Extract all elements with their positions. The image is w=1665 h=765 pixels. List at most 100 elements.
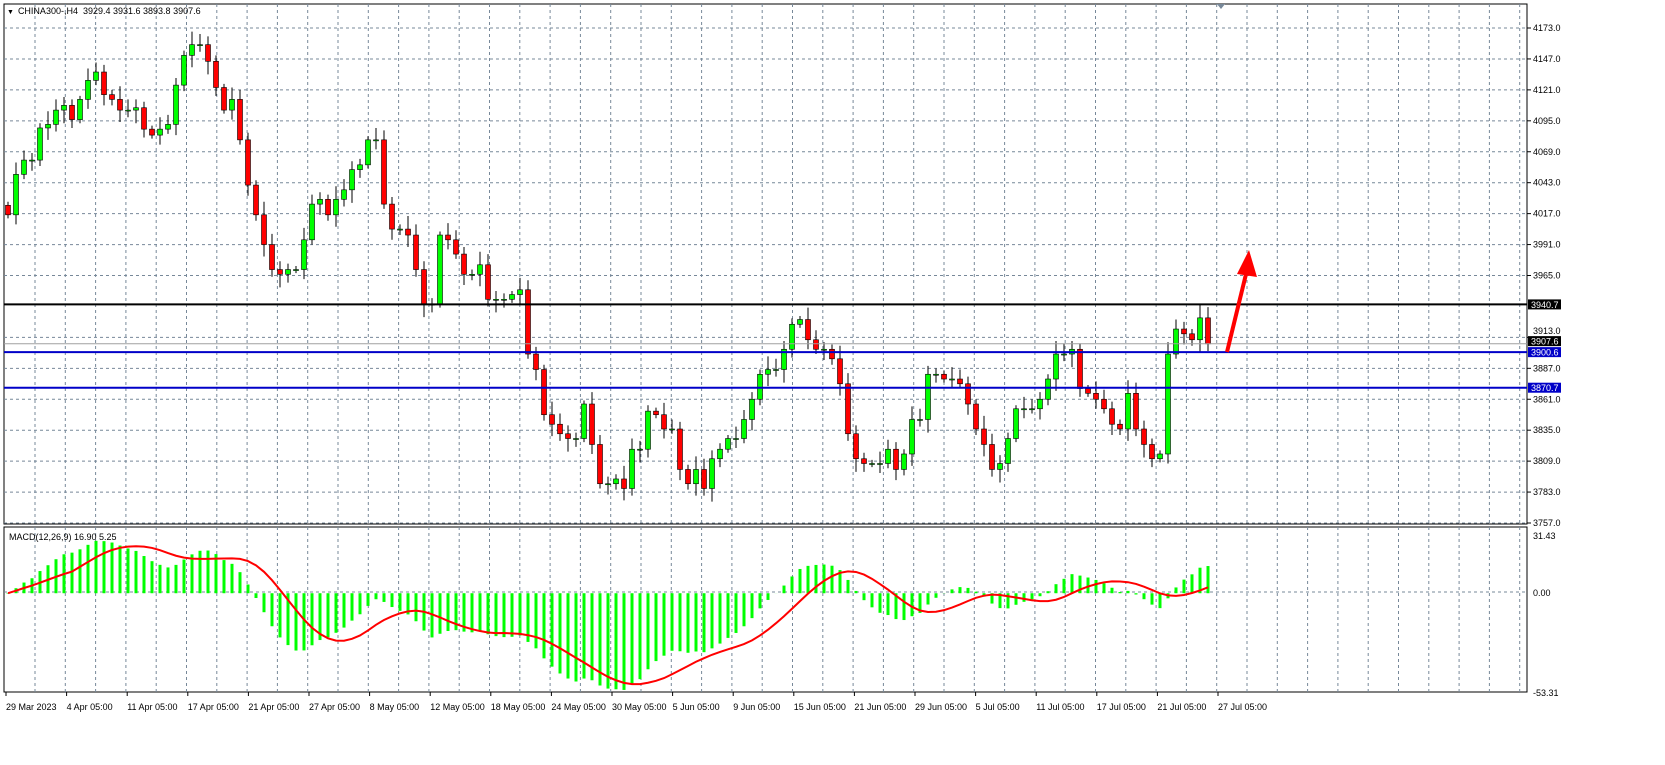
candle-bull: [493, 298, 499, 301]
macd-bar: [174, 564, 178, 594]
macd-bar: [582, 593, 586, 679]
macd-bar: [654, 593, 658, 662]
candle-bear: [989, 444, 995, 470]
candle-bull: [317, 199, 323, 205]
candle-bull: [789, 323, 795, 350]
candle-bull: [189, 44, 195, 56]
macd-bar: [326, 593, 330, 638]
candle-bull: [869, 463, 875, 465]
candle-bull: [309, 203, 315, 241]
candle-bull: [181, 55, 187, 86]
macd-pane: [3, 526, 1528, 693]
arrow-up-icon: [1237, 250, 1257, 277]
candle-bear: [277, 269, 283, 275]
time-tick-label: 18 May 05:00: [491, 702, 546, 712]
price-tick-label: 4095.0: [1533, 116, 1561, 126]
time-tick-label: 29 Mar 2023: [6, 702, 57, 712]
macd-bar: [534, 593, 538, 649]
macd-bar: [950, 589, 954, 594]
candle-bear: [1085, 388, 1091, 394]
macd-bar: [470, 593, 474, 633]
candle-bull: [885, 448, 891, 464]
dropdown-triangle-icon[interactable]: ▼: [7, 9, 14, 16]
time-tick-label: 12 May 05:00: [430, 702, 485, 712]
candle-bull: [821, 348, 827, 351]
candle-bull: [637, 448, 643, 451]
candle-bear: [237, 99, 243, 141]
macd-bar: [798, 568, 802, 594]
level-price-tag: 3900.6: [1531, 348, 1559, 358]
arrow-shaft: [1225, 269, 1249, 353]
level-price-tag-bg: [1528, 347, 1561, 358]
candle-bull: [781, 348, 787, 370]
candle-bull: [173, 84, 179, 125]
candle-bear: [549, 414, 555, 425]
candle-bear: [661, 414, 667, 430]
candle-bull: [37, 127, 43, 161]
candle-bear: [893, 448, 899, 470]
price-tick-label: 3965.0: [1533, 271, 1561, 281]
candle-bull: [13, 174, 19, 216]
candle-bear: [597, 444, 603, 485]
candle-bear: [981, 428, 987, 445]
macd-bar: [318, 593, 322, 641]
candle-bear: [565, 433, 571, 439]
candle-bull: [1021, 408, 1027, 411]
candle-bull: [517, 289, 523, 295]
candle-bull: [717, 448, 723, 460]
macd-bar: [910, 593, 914, 617]
macd-bar: [854, 590, 858, 594]
candle-bull: [925, 373, 931, 420]
candle-bull: [509, 294, 515, 300]
candle-bull: [133, 107, 139, 111]
level-price-tag: 3940.7: [1531, 300, 1559, 310]
macd-bar: [254, 593, 258, 599]
symbol-label: CHINA300-,H4: [17, 6, 78, 16]
macd-bar: [350, 593, 354, 621]
main-pane: [3, 3, 1528, 525]
candle-bear: [541, 369, 547, 416]
candle-bull: [693, 469, 699, 485]
macd-bar: [126, 548, 130, 594]
macd-bar: [1078, 575, 1082, 594]
time-tick-label: 15 Jun 05:00: [794, 702, 846, 712]
candle-bull: [229, 99, 235, 111]
macd-bar: [758, 593, 762, 609]
macd-bar: [150, 561, 154, 594]
candle-bear: [557, 423, 563, 435]
candle-bull: [1125, 393, 1131, 430]
macd-bar: [158, 564, 162, 594]
macd-bar: [118, 545, 122, 594]
macd-bar: [918, 593, 922, 613]
macd-bar: [814, 564, 818, 594]
macd-bar: [678, 593, 682, 652]
candle-bull: [373, 139, 379, 142]
price-tick-label: 4069.0: [1533, 147, 1561, 157]
shift-marker-icon: [1217, 4, 1225, 9]
candle-bull: [773, 369, 779, 371]
candle-bear: [829, 348, 835, 360]
time-tick-label: 5 Jun 05:00: [673, 702, 720, 712]
candle-bull: [477, 264, 483, 275]
candle-bull: [613, 478, 619, 485]
macd-bar: [86, 544, 90, 594]
macd-bar: [670, 593, 674, 651]
candle-bear: [621, 478, 627, 489]
candle-bull: [93, 71, 99, 81]
price-tick-label: 3757.0: [1533, 518, 1561, 528]
level-price-tag: 3870.7: [1531, 383, 1559, 393]
macd-bar: [894, 593, 898, 620]
candle-bull: [469, 274, 475, 276]
macd-bar: [726, 593, 730, 638]
macd-bar: [1070, 574, 1074, 594]
macd-bar: [830, 565, 834, 594]
macd-bar: [446, 593, 450, 631]
candle-bull: [1005, 438, 1011, 464]
candle-bear: [269, 244, 275, 270]
candle-bull: [1061, 353, 1067, 356]
macd-bar: [878, 593, 882, 613]
macd-bar: [718, 593, 722, 644]
candle-bull: [733, 438, 739, 440]
candle-bear: [525, 289, 531, 355]
